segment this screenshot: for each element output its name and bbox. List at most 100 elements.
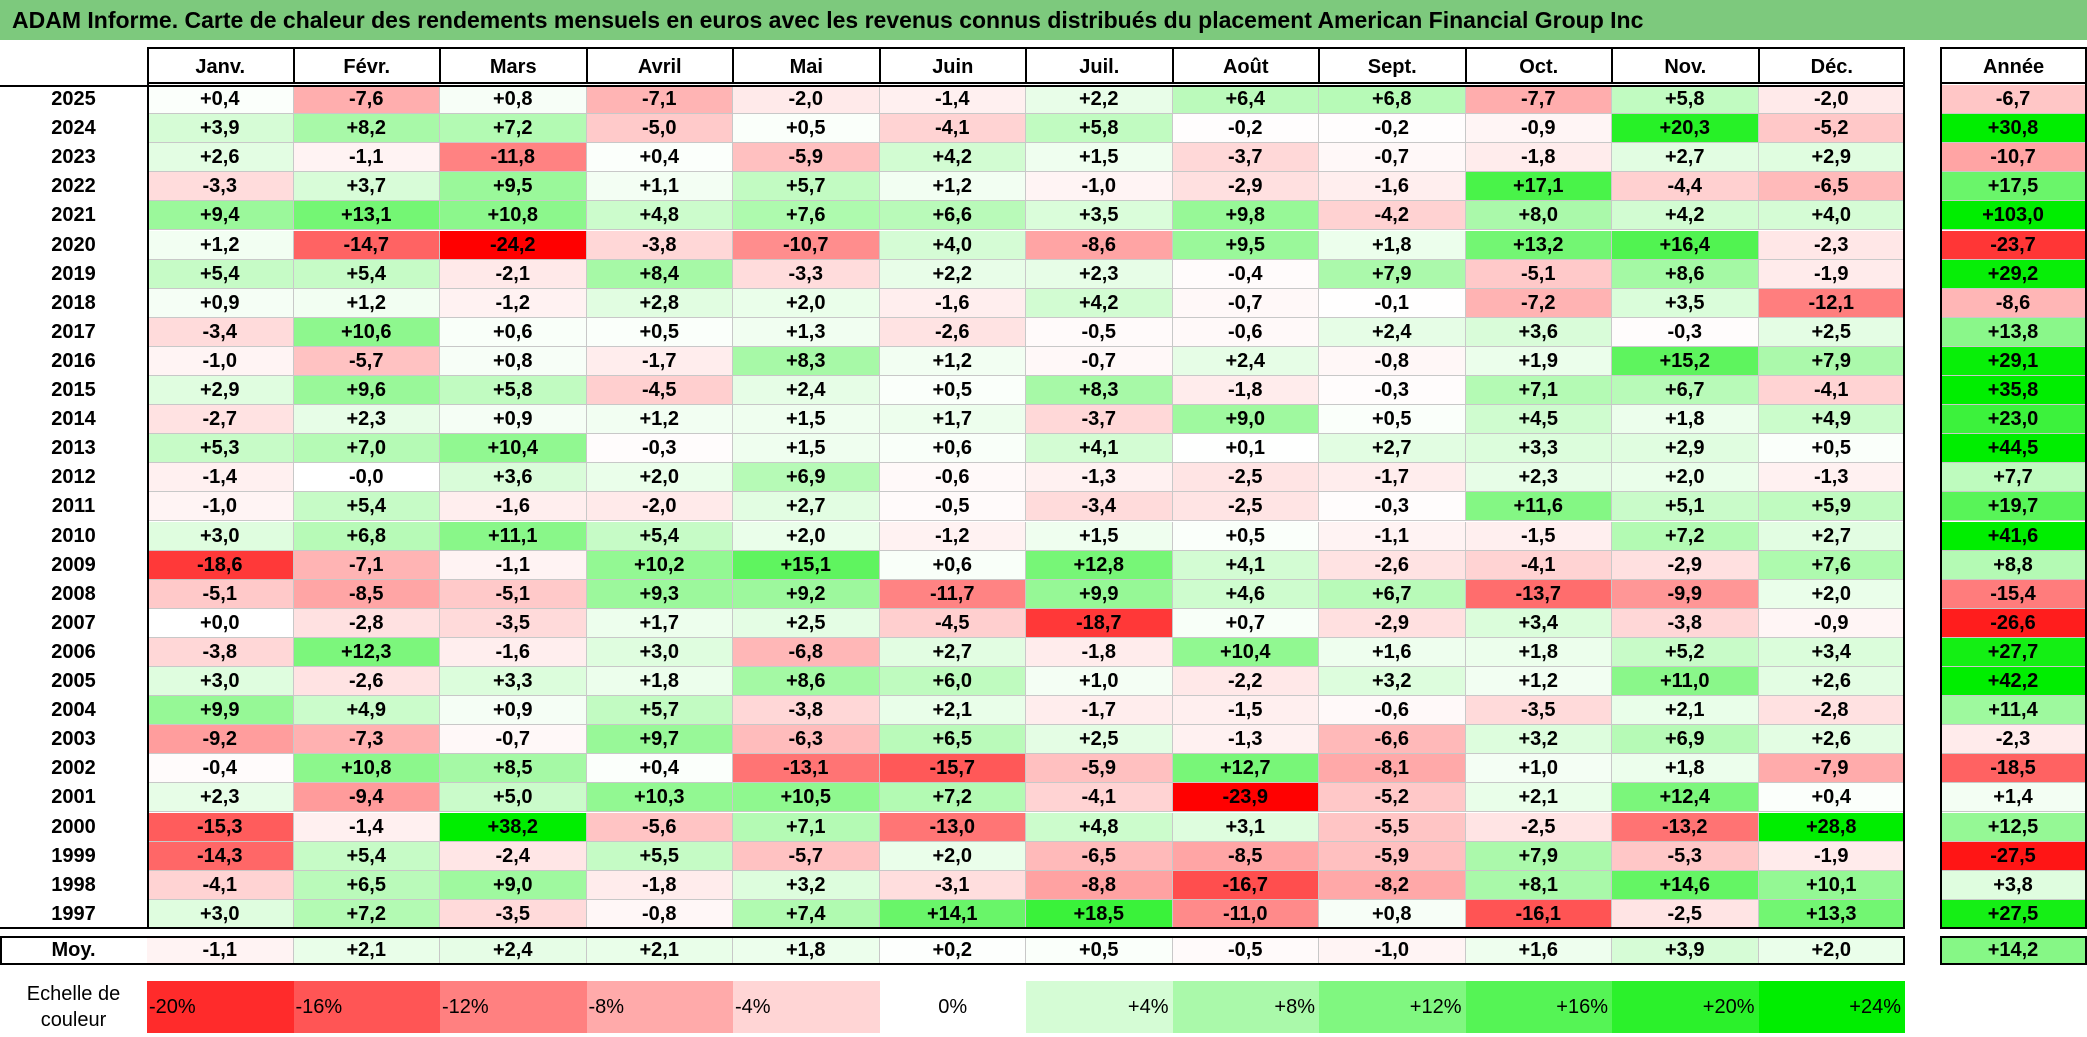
year-label: 2012 [51,466,96,489]
year-label: 2019 [51,262,96,285]
heatmap-cell: +9,0 [440,870,587,900]
heatmap-cell: +18,5 [1026,899,1173,929]
heatmap-cell: +2,5 [1758,317,1905,347]
heatmap-cell: +0,5 [1758,434,1905,464]
heatmap-cell: -4,1 [1026,783,1173,813]
year-label: 2014 [51,408,96,431]
heatmap-cell: +2,0 [733,521,880,551]
average-cell: +2,0 [1758,936,1905,965]
heatmap-cell: -14,7 [293,230,440,260]
heatmap-cell: -2,9 [1319,608,1466,638]
heatmap-cell: +7,6 [1758,550,1905,580]
year-label: 2007 [51,611,96,634]
heatmap-cell: +3,0 [147,521,294,551]
heatmap-cell: +8,1 [1465,870,1612,900]
heatmap-cell: -5,7 [733,841,880,871]
heatmap-cell: +11,6 [1465,492,1612,522]
heatmap-cell: -9,4 [293,783,440,813]
heatmap-cell: -4,1 [879,114,1026,144]
annual-cell: -8,6 [1940,288,2087,318]
heatmap-cell: -1,1 [293,143,440,173]
heatmap-cell: +5,8 [1612,85,1759,115]
heatmap-cell: -1,9 [1758,841,1905,871]
heatmap-cell: -13,1 [733,754,880,784]
heatmap-cell: +9,5 [440,172,587,202]
heatmap-cell: +10,4 [440,434,587,464]
heatmap-cell: -1,0 [1026,172,1173,202]
heatmap-cell: +6,4 [1172,85,1319,115]
heatmap-cell: -0,9 [1758,608,1905,638]
heatmap-cell: +6,0 [879,667,1026,697]
heatmap-cell: +5,0 [440,783,587,813]
heatmap-cell: +2,3 [1026,259,1173,289]
average-cell: +3,9 [1612,936,1759,965]
heatmap-cell: -1,4 [147,463,294,493]
heatmap-cell: -1,3 [1172,725,1319,755]
year-label: 1997 [51,902,96,925]
year-label: 2005 [51,670,96,692]
heatmap-cell: +7,2 [293,899,440,929]
heatmap-cell: -5,7 [293,346,440,376]
heatmap-cell: +7,2 [879,783,1026,813]
heatmap-cell: -1,0 [147,346,294,376]
heatmap-cell: +0,7 [1172,608,1319,638]
heatmap-cell: -3,3 [733,259,880,289]
heatmap-cell: +2,3 [1465,463,1612,493]
heatmap-cell: -0,7 [1172,288,1319,318]
year-label: 2008 [51,582,96,605]
heatmap-cell: -5,1 [1465,259,1612,289]
heatmap-cell: +7,1 [1465,376,1612,406]
heatmap-cell: -2,0 [1758,85,1905,115]
heatmap-cell: +3,6 [440,463,587,493]
year-label: 2009 [51,553,96,576]
annual-cell: -15,4 [1940,579,2087,609]
heatmap-cell: +1,2 [586,405,733,435]
heatmap-cell: -1,1 [440,550,587,580]
heatmap-cell: -0,6 [1319,696,1466,726]
heatmap-cell: +0,5 [1172,521,1319,551]
heatmap-cell: +1,2 [879,346,1026,376]
heatmap-cell: +2,5 [733,608,880,638]
heatmap-cell: +5,5 [586,841,733,871]
heatmap-cell: -0,3 [1319,376,1466,406]
average-cell: +2,4 [440,936,587,965]
heatmap-cell: +2,3 [147,783,294,813]
year-label: 2024 [51,117,96,140]
year-label: 2023 [51,146,96,169]
month-header: Août [1172,47,1319,84]
heatmap-cell: +2,0 [1758,579,1905,609]
heatmap-cell: -16,7 [1172,870,1319,900]
heatmap-cell: -0,8 [586,899,733,929]
heatmap-cell: -11,8 [440,143,587,173]
year-label: 1998 [51,873,96,896]
annual-cell: +1,4 [1940,783,2087,813]
heatmap-cell: +0,9 [440,696,587,726]
heatmap-cell: -12,1 [1758,288,1905,318]
heatmap-cell: +0,0 [147,608,294,638]
heatmap-cell: -7,1 [586,85,733,115]
heatmap-cell: +1,3 [733,317,880,347]
average-cell: +2,1 [586,936,733,965]
heatmap-cell: +2,0 [586,463,733,493]
heatmap-cell: -3,7 [1172,143,1319,173]
heatmap-cell: -1,8 [1026,637,1173,667]
heatmap-cell: -5,5 [1319,812,1466,842]
heatmap-cell: -8,2 [1319,870,1466,900]
heatmap-cell: -3,4 [147,317,294,347]
heatmap-cell: +2,7 [1758,521,1905,551]
heatmap-cell: +6,7 [1319,579,1466,609]
heatmap-cell: -1,8 [1172,376,1319,406]
heatmap-cell: +2,2 [879,259,1026,289]
heatmap-cell: +20,3 [1612,114,1759,144]
average-annual-cell: +14,2 [1940,936,2087,965]
month-header: Nov. [1612,47,1759,84]
average-cell: +0,2 [879,936,1026,965]
year-label: 2018 [51,291,96,314]
heatmap-cell: +2,3 [293,405,440,435]
heatmap-cell: -2,9 [1612,550,1759,580]
heatmap-cell: -8,5 [1172,841,1319,871]
heatmap-cell: +13,3 [1758,899,1905,929]
heatmap-cell: +4,9 [293,696,440,726]
heatmap-cell: -5,0 [586,114,733,144]
heatmap-cell: +8,4 [586,259,733,289]
